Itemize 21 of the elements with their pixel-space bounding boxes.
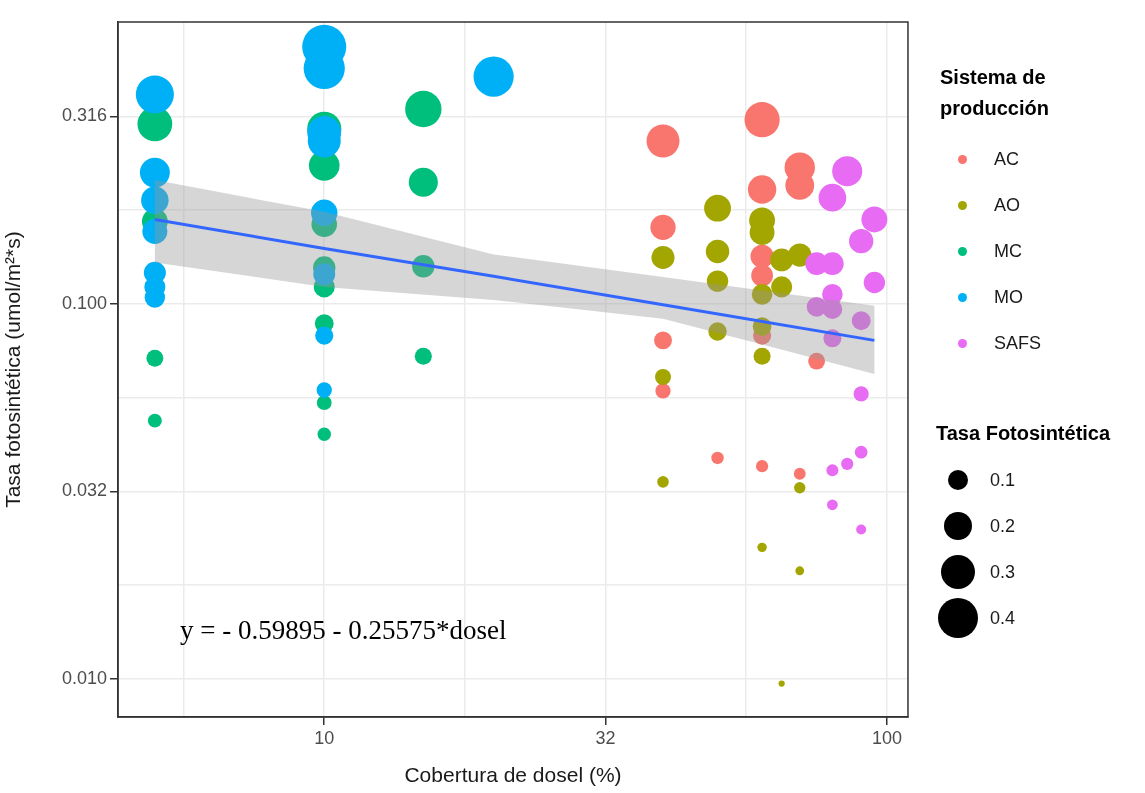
x-tick-label: 32: [595, 727, 616, 748]
y-axis-title: Tasa fotosintética (umol/m²*s): [1, 231, 25, 508]
legend-label: 0.4: [990, 607, 1016, 629]
y-tick-label: 0.032: [61, 480, 107, 501]
legend-label: MC: [994, 240, 1022, 262]
y-tick-label: 0.010: [61, 667, 107, 688]
x-axis-title: Cobertura de dosel (%): [404, 763, 622, 787]
text: Tasa Fotosintética: [936, 422, 1111, 444]
legend-label: AC: [994, 148, 1020, 170]
legend-label: 0.1: [990, 469, 1016, 491]
text: Sistema de producción: [940, 66, 1049, 119]
legend-label: MO: [994, 286, 1023, 308]
legend-label: AO: [994, 194, 1021, 216]
legend-label: SAFS: [994, 332, 1042, 354]
y-tick-label: 0.100: [61, 292, 107, 313]
legend-label: 0.2: [990, 515, 1016, 537]
x-tick-label: 100: [871, 727, 902, 748]
annotation: y = - 0.59895 - 0.25575*dosel: [180, 615, 507, 646]
y-tick-label: 0.316: [61, 105, 107, 126]
x-tick-label: 10: [314, 727, 335, 748]
legend-label: 0.3: [990, 561, 1016, 583]
